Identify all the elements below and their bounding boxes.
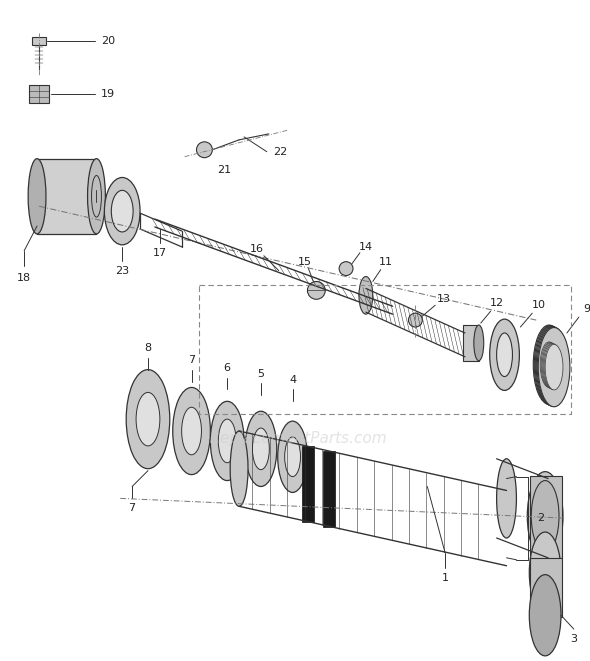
Ellipse shape xyxy=(497,459,516,538)
Polygon shape xyxy=(530,558,562,617)
Ellipse shape xyxy=(278,421,307,492)
Text: 6: 6 xyxy=(224,363,231,373)
Ellipse shape xyxy=(540,342,558,387)
Ellipse shape xyxy=(28,159,46,234)
Polygon shape xyxy=(32,37,46,45)
Ellipse shape xyxy=(490,319,519,391)
Ellipse shape xyxy=(536,327,568,406)
Text: eReplacementParts.com: eReplacementParts.com xyxy=(200,432,387,446)
Ellipse shape xyxy=(535,326,567,405)
Text: 1: 1 xyxy=(441,572,448,582)
Text: 10: 10 xyxy=(532,300,546,310)
Text: 19: 19 xyxy=(101,89,116,99)
Ellipse shape xyxy=(541,342,559,388)
Ellipse shape xyxy=(527,472,563,561)
Ellipse shape xyxy=(533,325,565,405)
Ellipse shape xyxy=(545,344,563,390)
Ellipse shape xyxy=(112,190,133,232)
Text: 14: 14 xyxy=(359,242,373,252)
Ellipse shape xyxy=(544,344,562,389)
Text: 12: 12 xyxy=(490,298,504,308)
Ellipse shape xyxy=(537,327,569,407)
Text: 7: 7 xyxy=(188,355,195,365)
Circle shape xyxy=(339,262,353,276)
Text: 18: 18 xyxy=(17,272,31,282)
Text: 15: 15 xyxy=(297,256,312,266)
Ellipse shape xyxy=(182,407,201,455)
Text: 11: 11 xyxy=(379,256,393,266)
Ellipse shape xyxy=(529,532,561,613)
Text: 9: 9 xyxy=(583,304,590,314)
Text: 21: 21 xyxy=(217,165,231,175)
Text: 13: 13 xyxy=(437,294,451,304)
Ellipse shape xyxy=(253,428,269,470)
Ellipse shape xyxy=(531,481,559,552)
Ellipse shape xyxy=(543,343,561,389)
Circle shape xyxy=(408,313,422,327)
Circle shape xyxy=(307,282,325,299)
Ellipse shape xyxy=(87,159,106,234)
Ellipse shape xyxy=(538,328,570,407)
Text: 22: 22 xyxy=(274,147,288,157)
Text: 4: 4 xyxy=(289,375,296,385)
Ellipse shape xyxy=(126,369,170,469)
Text: 3: 3 xyxy=(571,634,578,644)
Text: 8: 8 xyxy=(145,343,152,353)
Ellipse shape xyxy=(230,431,248,506)
Ellipse shape xyxy=(474,325,484,361)
Polygon shape xyxy=(301,446,313,522)
Polygon shape xyxy=(323,451,335,527)
Ellipse shape xyxy=(211,401,244,481)
Text: 2: 2 xyxy=(537,513,544,524)
Ellipse shape xyxy=(529,574,561,656)
Text: 5: 5 xyxy=(257,369,264,379)
Ellipse shape xyxy=(173,387,211,475)
Ellipse shape xyxy=(535,326,566,405)
Ellipse shape xyxy=(284,437,300,477)
Polygon shape xyxy=(37,159,97,234)
Ellipse shape xyxy=(136,393,160,446)
Polygon shape xyxy=(530,476,562,558)
Circle shape xyxy=(196,142,212,158)
Text: 23: 23 xyxy=(115,266,129,276)
Ellipse shape xyxy=(359,276,373,314)
Text: 7: 7 xyxy=(129,503,136,514)
Polygon shape xyxy=(463,325,479,361)
Text: 17: 17 xyxy=(153,248,167,258)
Text: 20: 20 xyxy=(101,36,116,46)
Ellipse shape xyxy=(497,333,513,377)
Ellipse shape xyxy=(245,411,277,486)
Polygon shape xyxy=(29,85,49,103)
Ellipse shape xyxy=(218,419,236,463)
Ellipse shape xyxy=(542,343,560,389)
Text: 16: 16 xyxy=(250,244,264,254)
Ellipse shape xyxy=(104,177,140,245)
